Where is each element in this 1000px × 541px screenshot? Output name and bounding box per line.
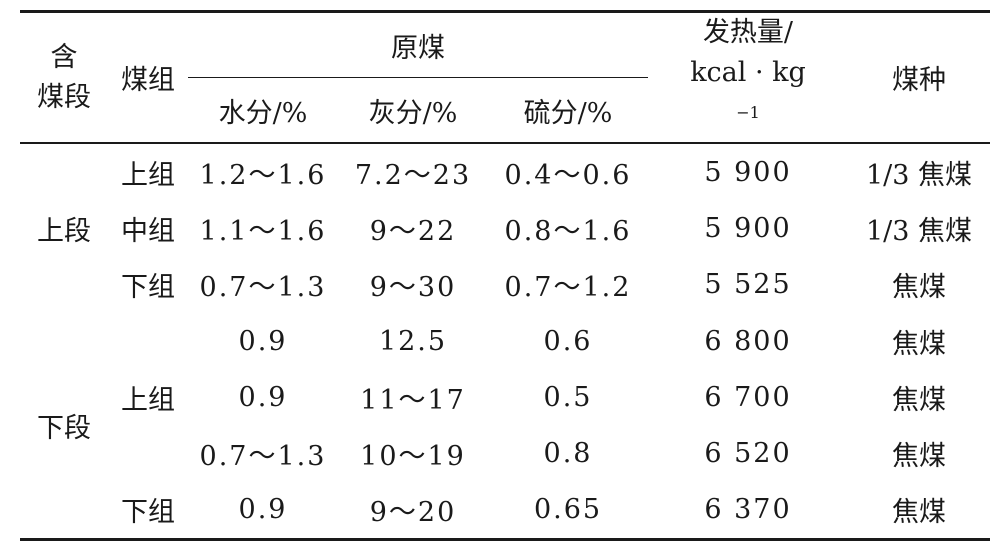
cell-ash: 10～19 — [360, 441, 466, 473]
table-body: 上段 上组 1.2～1.6 7.2～23 0.4～0.6 5 900 1/3 焦… — [20, 143, 990, 541]
cell-heat: 5 525 — [704, 269, 792, 301]
header-raw-coal: 原煤 — [188, 9, 648, 79]
header-heat-line1: 发热量/ — [702, 17, 794, 48]
cell-coal-type: 焦煤 — [892, 441, 946, 473]
table-row: 上段 上组 1.2～1.6 7.2～23 0.4～0.6 5 900 1/3 焦… — [20, 143, 990, 247]
segment-upper: 上段 — [37, 215, 91, 247]
cell-ash: 12.5 — [378, 325, 448, 357]
cell-moisture: 0.9 — [238, 381, 288, 413]
cell-ash: 7.2～23 — [354, 159, 472, 191]
header-coal-type: 煤种 — [848, 10, 990, 144]
cell-heat: 6 800 — [704, 325, 792, 357]
cell-coal-type: 1/3 焦煤 — [865, 159, 973, 191]
cell-coal-type: 焦煤 — [892, 384, 946, 416]
header-segment: 含 煤段 — [20, 10, 108, 144]
cell-heat: 6 370 — [648, 481, 848, 541]
cell-moisture: 0.9 — [238, 325, 288, 357]
table-row: 中组 1.1～1.6 9～22 0.8～1.6 5 900 1/3 焦煤 — [20, 200, 990, 256]
header-ash: 灰分/% — [338, 77, 488, 145]
cell-group: 下组 — [108, 481, 188, 541]
header-heat-value: 发热量/ kcal · kg −1 — [648, 10, 848, 144]
header-heat-exponent: −1 — [736, 103, 760, 122]
coal-quality-table-wrapper: 含 煤段 煤组 原煤 发热量/ kcal · kg −1 煤种 水分/% 灰分/%… — [20, 9, 990, 541]
cell-moisture: 0.7～1.3 — [199, 272, 327, 304]
cell-sulfur: 0.8 — [543, 438, 593, 470]
cell-coal-type: 焦煤 — [892, 328, 946, 360]
coal-quality-table: 含 煤段 煤组 原煤 发热量/ kcal · kg −1 煤种 水分/% 灰分/%… — [20, 9, 990, 541]
cell-group-upper: 上组 — [121, 384, 175, 416]
cell-moisture: 0.9 — [188, 481, 338, 541]
cell-group: 上组 — [121, 159, 175, 191]
header-segment-line2: 煤段 — [37, 81, 91, 113]
cell-ash: 9～22 — [369, 215, 457, 247]
table-row: 0.7～1.3 10～19 0.8 6 520 焦煤 — [20, 425, 990, 481]
cell-ash: 11～17 — [360, 384, 466, 416]
cell-heat: 5 900 — [704, 156, 792, 188]
cell-moisture: 1.2～1.6 — [199, 159, 327, 191]
cell-moisture: 0.7～1.3 — [199, 441, 327, 473]
table-row: 0.9 11～17 0.5 6 700 焦煤 — [20, 369, 990, 425]
cell-heat: 5 900 — [704, 212, 792, 244]
cell-moisture: 1.1～1.6 — [199, 215, 327, 247]
cell-coal-type: 焦煤 — [892, 272, 946, 304]
header-heat-unit: kcal · kg — [690, 57, 806, 88]
cell-group: 中组 — [121, 215, 175, 247]
cell-sulfur: 0.7～1.2 — [504, 272, 632, 304]
segment-lower: 下段 — [20, 312, 108, 541]
cell-group: 下组 — [121, 272, 175, 304]
header-moisture: 水分/% — [188, 77, 338, 145]
cell-ash: 9～30 — [369, 272, 457, 304]
cell-sulfur: 0.6 — [543, 325, 593, 357]
table-row: 下组 0.7～1.3 9～30 0.7～1.2 5 525 焦煤 — [20, 257, 990, 313]
table-row: 下组 0.9 9～20 0.65 6 370 焦煤 — [20, 481, 990, 541]
header-sulfur: 硫分/% — [488, 77, 648, 145]
cell-sulfur: 0.65 — [488, 481, 648, 541]
cell-sulfur: 0.4～0.6 — [504, 159, 632, 191]
cell-heat: 6 520 — [704, 438, 792, 470]
header-segment-line1: 含 — [50, 41, 78, 73]
table-row: 下段 上组 0.9 12.5 0.6 6 800 焦煤 — [20, 312, 990, 541]
cell-sulfur: 0.8～1.6 — [504, 215, 632, 247]
header-heat-line2: kcal · kg −1 — [690, 53, 806, 142]
cell-heat: 6 700 — [704, 381, 792, 413]
cell-ash: 9～20 — [338, 481, 488, 541]
header-group: 煤组 — [108, 10, 188, 144]
cell-coal-type: 焦煤 — [848, 481, 990, 541]
cell-coal-type: 1/3 焦煤 — [865, 215, 973, 247]
table-header: 含 煤段 煤组 原煤 发热量/ kcal · kg −1 煤种 水分/% 灰分/%… — [20, 9, 990, 145]
cell-sulfur: 0.5 — [543, 381, 593, 413]
